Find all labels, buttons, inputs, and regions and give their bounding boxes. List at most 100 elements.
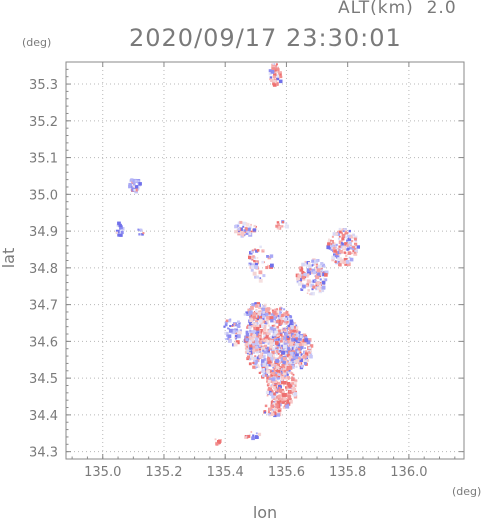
- echo-pixel: [262, 368, 265, 370]
- echo-pixel: [254, 318, 257, 321]
- echo-pixel: [296, 280, 299, 283]
- echo-pixel: [334, 260, 337, 263]
- echo-pixel: [299, 364, 302, 368]
- echo-pixel: [300, 280, 303, 283]
- echo-pixel: [311, 268, 316, 273]
- echo-pixel: [256, 249, 260, 252]
- echo-pixel: [297, 335, 301, 338]
- echo-pixel: [285, 310, 289, 314]
- echo-pixel: [335, 248, 339, 252]
- echo-pixel: [330, 249, 333, 251]
- echo-pixel: [250, 333, 254, 336]
- echo-pixel: [287, 378, 290, 380]
- echo-pixel: [264, 335, 269, 340]
- echo-pixel: [294, 379, 298, 383]
- echo-pixel: [295, 349, 298, 352]
- echo-pixel: [265, 308, 269, 312]
- echo-pixel: [306, 359, 310, 362]
- echo-pixel: [227, 339, 232, 343]
- echo-pixel: [341, 242, 343, 244]
- echo-pixel: [271, 372, 275, 375]
- echo-pixel: [347, 251, 352, 255]
- echo-pixel: [309, 355, 313, 359]
- echo-pixel: [252, 361, 255, 364]
- echo-pixel: [272, 63, 274, 65]
- echo-pixel: [349, 247, 353, 250]
- echo-pixel: [250, 431, 253, 433]
- echo-pixel: [275, 310, 279, 314]
- echo-pixel: [247, 227, 251, 231]
- echo-pixel: [339, 249, 343, 254]
- echo-pixel: [306, 340, 311, 345]
- echo-pixel: [245, 222, 250, 227]
- echo-pixel: [275, 353, 278, 356]
- echo-pixel: [276, 320, 279, 323]
- echo-pixel: [316, 266, 319, 269]
- echo-pixel: [323, 265, 326, 268]
- echo-pixel: [257, 366, 260, 369]
- echo-pixel: [346, 244, 349, 247]
- echo-pixel: [286, 361, 288, 364]
- echo-pixel: [119, 233, 123, 237]
- echo-pixel: [253, 357, 255, 359]
- echo-pixel: [290, 383, 295, 388]
- echo-pixel: [270, 363, 275, 367]
- echo-pixel: [259, 343, 263, 347]
- echo-pixel: [266, 255, 269, 258]
- echo-pixel: [266, 377, 269, 379]
- echo-pixel: [309, 268, 312, 271]
- echo-pixel: [275, 74, 280, 78]
- echo-pixel: [288, 338, 293, 343]
- echo-pixel: [266, 367, 269, 370]
- echo-pixel: [273, 379, 278, 384]
- echo-pixel: [252, 255, 255, 258]
- echo-pixel: [304, 352, 309, 356]
- echo-pixel: [279, 307, 283, 311]
- echo-pixel: [252, 312, 257, 316]
- echo-pixel: [288, 362, 290, 364]
- echo-pixel: [134, 185, 139, 189]
- echo-pixel: [295, 365, 298, 368]
- echo-pixel: [304, 347, 306, 349]
- echo-pixel: [251, 258, 254, 261]
- echo-pixel: [314, 279, 317, 282]
- echo-pixel: [306, 279, 311, 284]
- echo-pixel: [311, 291, 315, 296]
- echo-pixel: [288, 331, 290, 333]
- echo-pixel: [276, 384, 279, 387]
- y-unit-label: (deg): [22, 36, 51, 49]
- echo-pixel: [253, 356, 257, 361]
- echo-pixel: [229, 318, 232, 321]
- echo-pixel: [337, 230, 339, 233]
- echo-pixel: [278, 313, 282, 316]
- echo-pixel: [250, 306, 254, 310]
- echo-pixel: [248, 339, 253, 344]
- echo-pixel: [245, 330, 249, 334]
- echo-pixel: [280, 378, 284, 382]
- echo-pixel: [277, 409, 281, 413]
- echo-pixel: [234, 337, 237, 340]
- echo-pixel: [298, 332, 301, 334]
- echo-pixel: [134, 189, 138, 194]
- echo-pixel: [292, 373, 295, 376]
- echo-pixel: [255, 332, 258, 336]
- echo-pixel: [249, 344, 253, 348]
- echo-pixel: [273, 367, 276, 370]
- echo-pixel: [270, 404, 275, 409]
- y-tick-label: 35.0: [29, 188, 58, 203]
- echo-pixel: [228, 328, 233, 333]
- echo-pixel: [235, 340, 240, 345]
- echo-pixel: [281, 225, 284, 228]
- echo-pixel: [266, 394, 269, 397]
- echo-pixel: [228, 319, 232, 323]
- echo-pixel: [248, 262, 252, 266]
- echo-pixel: [305, 350, 308, 353]
- echo-pixel: [289, 361, 293, 365]
- echo-pixel: [272, 386, 276, 390]
- echo-pixel: [339, 257, 342, 260]
- echo-pixel: [284, 333, 288, 337]
- echo-pixel: [281, 320, 285, 323]
- echo-pixel: [303, 343, 307, 346]
- echo-pixel: [262, 249, 265, 251]
- echo-pixel: [271, 377, 276, 382]
